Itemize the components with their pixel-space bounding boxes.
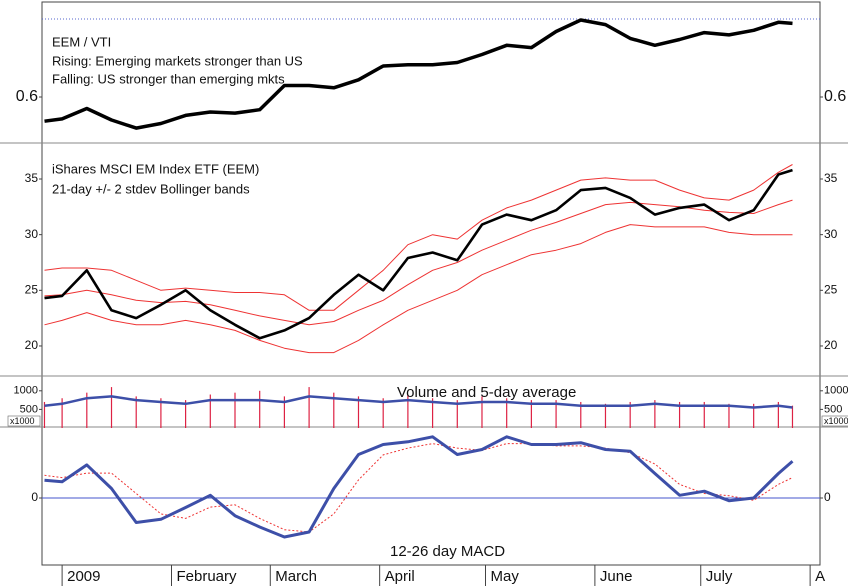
volume-bar	[86, 392, 88, 428]
volume-bar	[530, 400, 532, 428]
volume-bar	[185, 400, 187, 428]
volume-bar	[407, 394, 409, 428]
x-tick-label: March	[275, 568, 317, 585]
unit-box	[7, 415, 41, 427]
series-line	[44, 443, 793, 533]
volume-bar	[629, 401, 631, 428]
series-line	[44, 224, 793, 354]
volume-bar	[209, 394, 211, 428]
y-tick-label-right: 500	[824, 403, 842, 415]
y-unit-right: x1000	[824, 416, 848, 426]
volume-bar	[110, 387, 113, 428]
series-line	[44, 164, 793, 311]
volume-bar	[43, 401, 46, 428]
y-tick-label-right: 25	[824, 282, 838, 296]
volume-bar	[357, 396, 360, 428]
volume-bar	[506, 398, 508, 428]
volume-bar	[234, 392, 236, 428]
y-unit: x1000	[10, 416, 35, 426]
series-line	[44, 168, 793, 340]
y-tick-label: 20	[25, 338, 39, 352]
annotation: 21-day +/- 2 stdev Bollinger bands	[52, 181, 250, 196]
y-tick-label-right: 35	[824, 171, 838, 185]
volume-bar	[333, 392, 335, 428]
volume-bar	[777, 401, 779, 428]
volume-bar	[604, 403, 607, 428]
y-tick-label: 0	[31, 490, 38, 504]
plot-frame	[41, 1, 821, 566]
volume-bar	[431, 398, 434, 428]
y-tick-label: 500	[20, 403, 38, 415]
y-tick-label: 30	[25, 227, 39, 241]
volume-bar	[61, 398, 63, 428]
annotation: Rising: Emerging markets stronger than U…	[52, 53, 303, 68]
volume-bar	[678, 401, 681, 428]
volume-bar	[555, 400, 557, 428]
y-tick-label-right: 0	[824, 490, 831, 504]
volume-bar	[753, 403, 755, 428]
x-tick-label: A	[815, 568, 825, 585]
volume-bar	[791, 405, 794, 428]
x-tick-label: June	[600, 568, 633, 585]
series-line	[44, 395, 793, 409]
y-tick-label: 0.6	[16, 88, 38, 105]
volume-bar	[382, 398, 384, 428]
volume-bar	[654, 400, 656, 428]
y-tick-label-right: 20	[824, 338, 838, 352]
annotation: iShares MSCI EM Index ETF (EEM)	[52, 161, 259, 176]
volume-bar	[703, 401, 705, 428]
y-tick-label-right: 0.6	[824, 88, 846, 105]
volume-bar	[283, 396, 285, 428]
y-tick-label-right: 30	[824, 227, 838, 241]
series-line	[44, 18, 793, 130]
volume-bar	[481, 396, 483, 428]
annotation: 12-26 day MACD	[390, 543, 505, 560]
x-tick-label: July	[706, 568, 733, 585]
volume-bar	[259, 390, 261, 428]
volume-bar	[308, 387, 310, 428]
x-tick-label: May	[491, 568, 520, 585]
y-tick-label: 35	[25, 171, 39, 185]
annotation: Volume and 5-day average	[397, 384, 576, 401]
x-tick-label: February	[176, 568, 237, 585]
volume-bar	[135, 396, 137, 428]
volume-bar	[160, 398, 162, 428]
series-line	[44, 435, 794, 539]
annotation: Falling: US stronger than emerging mkts	[52, 71, 285, 86]
volume-bar	[580, 401, 582, 428]
x-tick-label: 2009	[67, 568, 100, 585]
x-tick-label: April	[385, 568, 415, 585]
volume-bar	[728, 403, 730, 428]
volume-bar	[456, 400, 458, 428]
y-tick-label: 1000	[14, 385, 38, 397]
y-tick-label: 25	[25, 282, 39, 296]
unit-box-right	[821, 415, 848, 427]
annotation: EEM / VTI	[52, 34, 111, 49]
y-tick-label-right: 1000	[824, 385, 848, 397]
